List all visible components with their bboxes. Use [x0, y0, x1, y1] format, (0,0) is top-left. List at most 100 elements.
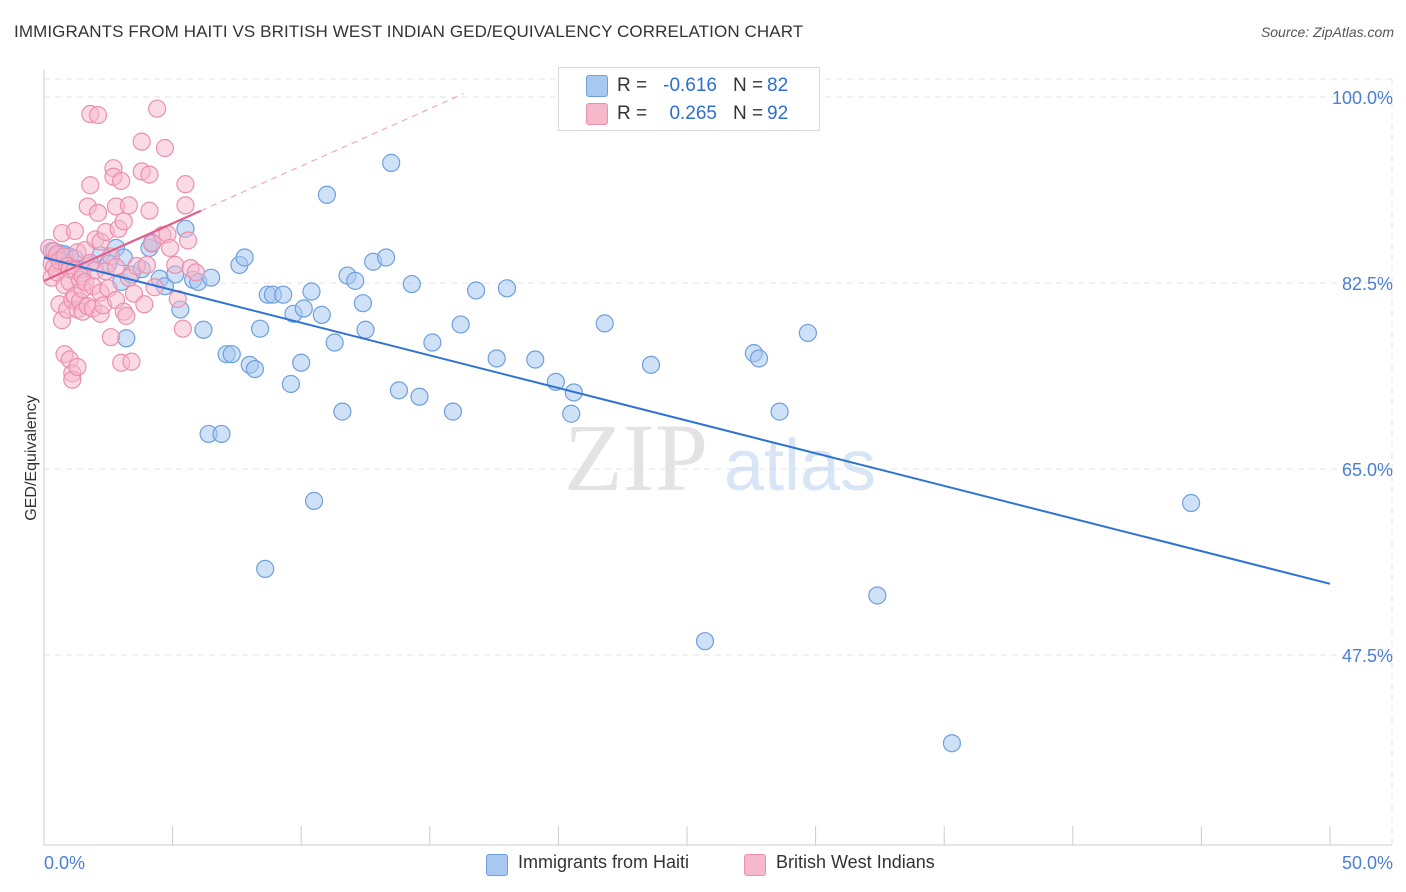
- haiti-point: [389, 381, 409, 400]
- r-value: -0.616: [663, 75, 717, 96]
- haiti-points: [42, 153, 1201, 753]
- haiti-point: [868, 586, 887, 605]
- haiti-point: [250, 319, 270, 338]
- haiti-point: [410, 387, 429, 406]
- haiti-point: [749, 349, 769, 368]
- bwi-point: [176, 196, 195, 215]
- haiti-point: [423, 333, 442, 352]
- x-tick-label-min: 0.0%: [44, 853, 85, 873]
- haiti-point: [1182, 493, 1201, 513]
- bwi-point: [114, 212, 133, 231]
- haiti-point: [770, 402, 789, 421]
- bwi-point: [148, 99, 167, 118]
- bwi-point: [88, 203, 108, 222]
- haiti-point: [942, 734, 962, 753]
- legend-label-bwi: British West Indians: [776, 852, 935, 872]
- haiti-point: [376, 248, 396, 267]
- axis-labels: 100.0% 82.5% 65.0% 47.5% 0.0% 50.0% GED/Equiva…: [23, 88, 1393, 873]
- x-tick-label-max: 50.0%: [1342, 853, 1393, 873]
- bwi-point: [81, 176, 100, 195]
- haiti-point: [695, 632, 715, 651]
- haiti-point: [382, 153, 401, 172]
- bwi-point: [112, 171, 131, 191]
- bwi-point: [155, 138, 174, 158]
- haiti-point: [641, 355, 661, 374]
- haiti-point: [346, 271, 365, 290]
- legend-swatch-bwi: [744, 854, 766, 876]
- bwi-point: [140, 201, 159, 220]
- haiti-point: [325, 333, 344, 352]
- y-tick-label: 65.0%: [1342, 460, 1393, 480]
- n-label: N =: [733, 103, 764, 124]
- watermark-zip: ZIP: [564, 404, 708, 511]
- haiti-point: [245, 359, 265, 379]
- n-label: N =: [733, 75, 764, 96]
- haiti-point: [317, 185, 337, 204]
- bwi-point: [65, 221, 84, 241]
- legend-label-haiti: Immigrants from Haiti: [518, 852, 690, 872]
- haiti-point: [194, 320, 213, 339]
- haiti-point: [562, 404, 581, 423]
- haiti-point: [235, 248, 254, 267]
- haiti-point: [526, 350, 545, 369]
- haiti-point: [281, 374, 301, 394]
- n-value: 92: [767, 103, 789, 124]
- bwi-trend-extension: [200, 93, 464, 212]
- bwi-point: [132, 132, 151, 151]
- bwi-point: [140, 165, 159, 184]
- bwi-trend-line: [43, 209, 202, 282]
- haiti-point: [353, 294, 373, 313]
- trend-lines: [43, 93, 1331, 585]
- haiti-point: [274, 285, 293, 304]
- haiti-swatch: [586, 75, 608, 97]
- haiti-point: [466, 281, 486, 300]
- haiti-point: [443, 402, 463, 421]
- bwi-point: [119, 196, 138, 215]
- chart-title: IMMIGRANTS FROM HAITI VS BRITISH WEST IN…: [14, 22, 804, 41]
- bwi-point: [178, 231, 198, 250]
- r-label: R =: [617, 75, 648, 96]
- bwi-point: [122, 352, 141, 371]
- bwi-point: [88, 105, 108, 125]
- bwi-point: [68, 357, 87, 377]
- haiti-point: [292, 353, 311, 372]
- n-value: 82: [767, 75, 789, 96]
- haiti-point: [487, 349, 506, 368]
- haiti-trend-line: [43, 256, 1331, 585]
- bwi-point: [166, 255, 185, 275]
- bwi-swatch: [586, 103, 608, 125]
- bwi-point: [117, 306, 136, 326]
- haiti-point: [256, 559, 275, 579]
- haiti-point: [117, 329, 136, 348]
- haiti-point: [333, 402, 352, 421]
- haiti-point: [451, 315, 470, 334]
- haiti-point: [294, 299, 313, 318]
- bwi-point: [173, 319, 192, 338]
- bwi-point: [137, 255, 156, 275]
- haiti-point: [304, 491, 324, 510]
- r-label: R =: [617, 103, 648, 124]
- haiti-point: [798, 323, 817, 343]
- stats-row-bwi: R = 0.265 N = 92: [559, 100, 819, 128]
- bwi-point: [135, 295, 154, 314]
- stats-row-haiti: R = -0.616 N = 82: [559, 72, 819, 100]
- haiti-point: [202, 268, 221, 287]
- haiti-point: [302, 282, 321, 301]
- bwi-point: [186, 263, 205, 282]
- haiti-point: [222, 345, 241, 364]
- haiti-point: [497, 279, 517, 298]
- haiti-point: [595, 314, 614, 333]
- source-label: Source: ZipAtlas.com: [1260, 24, 1394, 40]
- bwi-point: [101, 328, 120, 347]
- bwi-point: [160, 238, 180, 258]
- y-axis-title: GED/Equivalency: [23, 395, 40, 520]
- gridlines: [44, 78, 1393, 845]
- axes: [43, 70, 1392, 846]
- watermark: ZIP atlas: [564, 404, 876, 511]
- watermark-atlas: atlas: [724, 426, 876, 506]
- haiti-point: [402, 274, 421, 294]
- haiti-point: [312, 305, 331, 324]
- y-tick-label: 47.5%: [1342, 646, 1393, 666]
- y-tick-label: 100.0%: [1332, 88, 1393, 108]
